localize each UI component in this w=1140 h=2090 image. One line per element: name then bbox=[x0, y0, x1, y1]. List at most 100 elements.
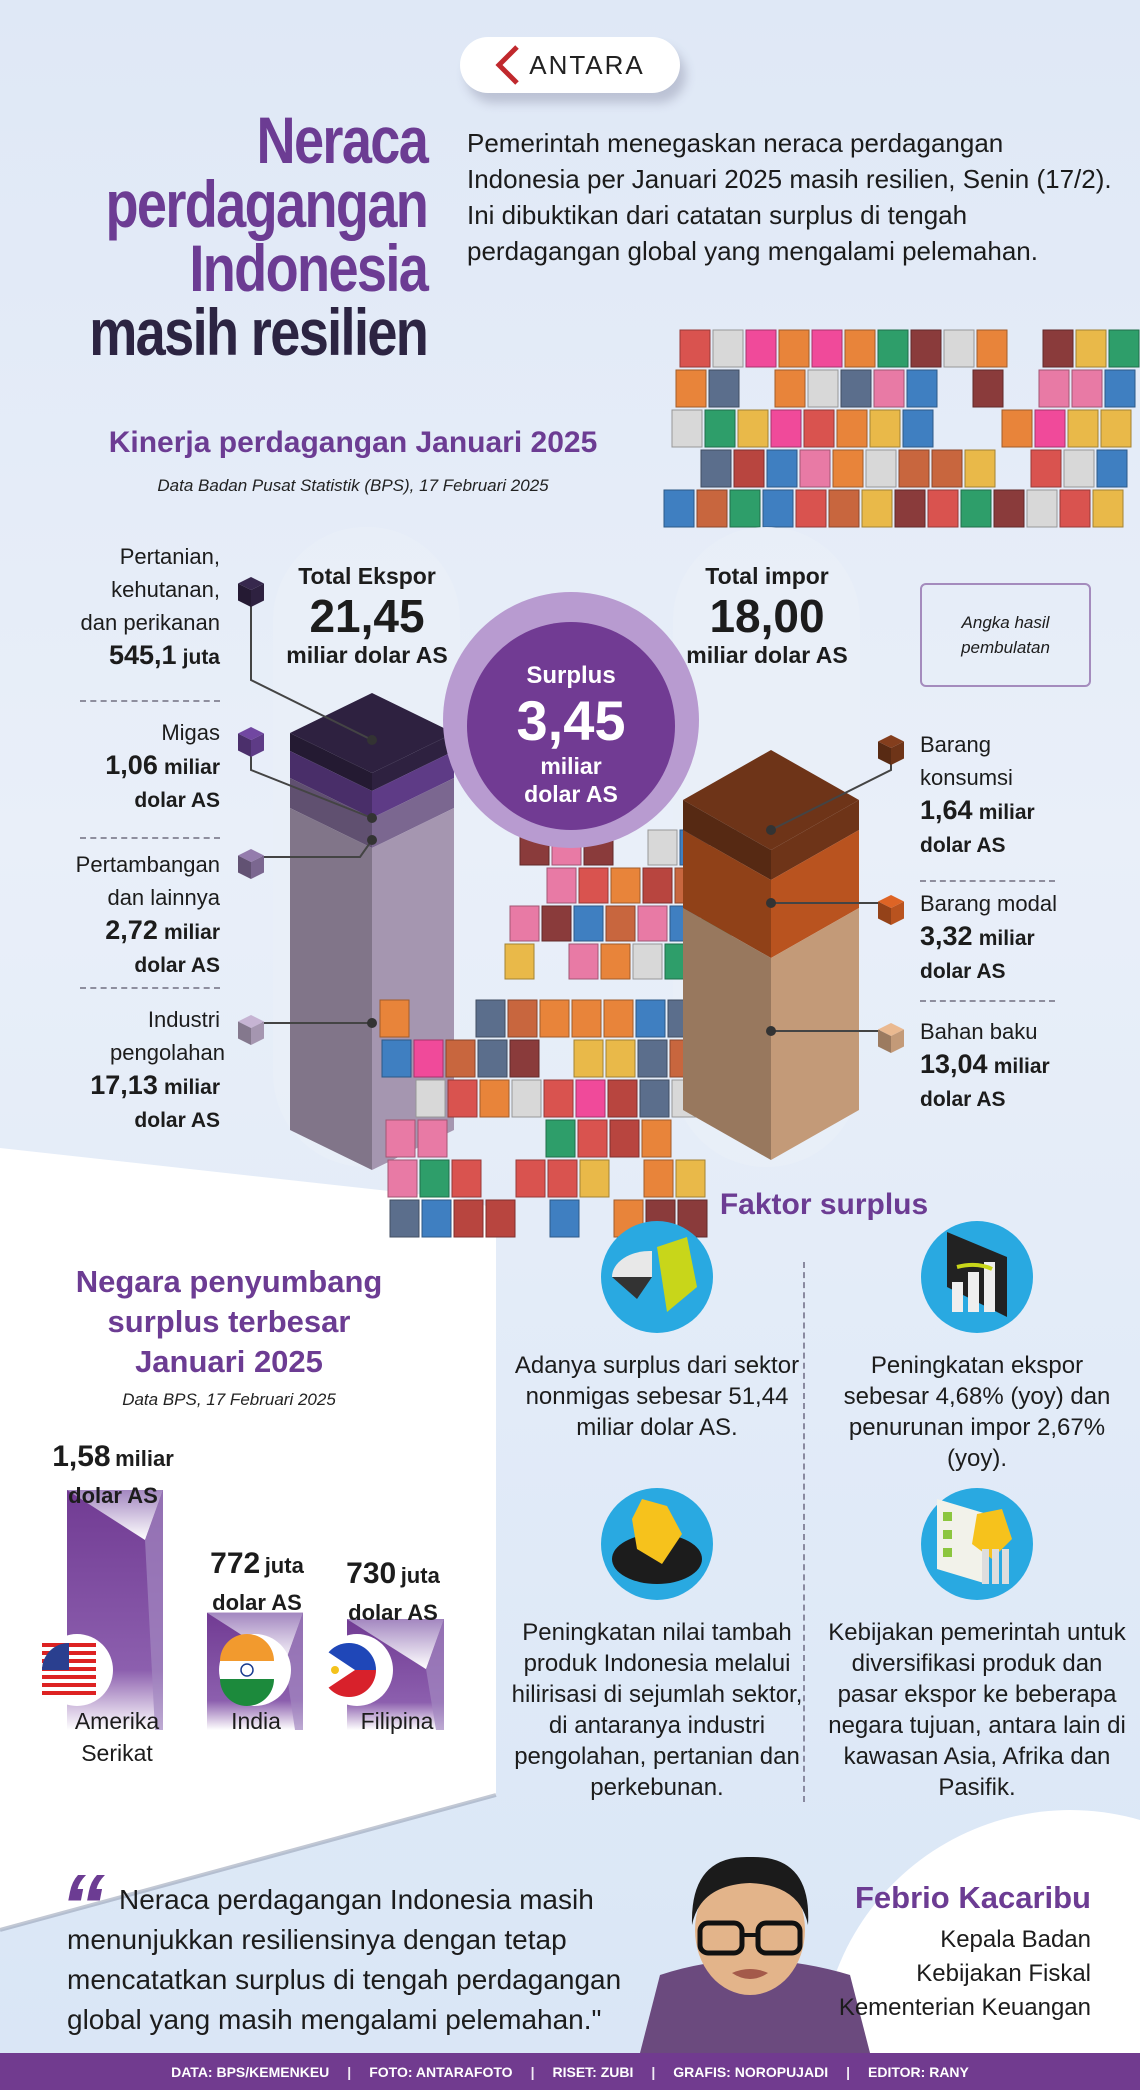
shipping-container bbox=[504, 943, 535, 980]
speaker-role: Kepala Badan Kebijakan Fiskal Kementeria… bbox=[838, 1926, 1091, 2021]
shipping-container bbox=[993, 489, 1025, 528]
shipping-container bbox=[663, 489, 695, 528]
negara-title: Negara penyumbang surplus terbesar Janua… bbox=[75, 1264, 383, 1379]
faktor-title: Faktor surplus bbox=[719, 1188, 929, 1221]
shipping-container bbox=[1038, 369, 1070, 408]
shipping-container bbox=[1030, 449, 1062, 488]
shipping-container bbox=[828, 489, 860, 528]
shipping-container bbox=[675, 369, 707, 408]
shipping-container bbox=[647, 829, 678, 866]
speaker-name: Febrio Kacaribu bbox=[855, 1880, 1091, 1915]
shipping-container bbox=[1092, 489, 1124, 528]
shipping-container bbox=[541, 905, 572, 942]
shipping-container bbox=[696, 489, 728, 528]
shipping-container bbox=[1034, 409, 1066, 448]
shipping-container bbox=[1108, 329, 1140, 368]
shipping-container bbox=[704, 409, 736, 448]
shipping-container bbox=[1100, 409, 1132, 448]
container-stack-middle bbox=[379, 829, 742, 1238]
shipping-container bbox=[1001, 409, 1033, 448]
shipping-container bbox=[445, 1039, 476, 1078]
shipping-container bbox=[413, 1039, 444, 1078]
total-ekspor: Total Ekspor 21,45 miliar dolar AS bbox=[286, 563, 448, 668]
shipping-container bbox=[477, 1039, 508, 1078]
bar-segment-right bbox=[372, 733, 454, 791]
shipping-container bbox=[960, 489, 992, 528]
shipping-container bbox=[600, 943, 631, 980]
bar-segment-left bbox=[290, 808, 372, 1170]
india-flag-icon bbox=[220, 1634, 274, 1706]
shipping-container bbox=[571, 999, 602, 1038]
shipping-container bbox=[762, 489, 794, 528]
shipping-container bbox=[906, 369, 938, 408]
divider bbox=[920, 1000, 1055, 1002]
bar-chart-icon bbox=[921, 1221, 1033, 1333]
shipping-container bbox=[943, 329, 975, 368]
shipping-container bbox=[475, 999, 506, 1038]
label-india: India bbox=[231, 1708, 281, 1734]
shipping-container bbox=[737, 409, 769, 448]
shipping-container bbox=[679, 329, 711, 368]
bar-segment-right bbox=[771, 800, 859, 880]
shipping-container bbox=[609, 1119, 640, 1158]
ekspor-item-pertambangan: Pertambangan dan lainnya 2,72 miliar dol… bbox=[75, 852, 220, 977]
rounding-note: Angka hasil pembulatan bbox=[920, 583, 1091, 687]
shipping-container bbox=[607, 1079, 638, 1118]
shipping-container bbox=[543, 1079, 574, 1118]
country-bar-facet bbox=[347, 1619, 444, 1670]
faktor-text-3: Peningkatan nilai tambah produk Indonesi… bbox=[511, 1619, 803, 1801]
country-bars bbox=[41, 1490, 444, 1730]
shipping-container bbox=[419, 1159, 450, 1198]
shipping-container bbox=[509, 1039, 540, 1078]
bar-segment-left bbox=[290, 733, 372, 791]
shipping-container bbox=[729, 489, 761, 528]
bar-segment-left bbox=[683, 908, 771, 1160]
shipping-container bbox=[964, 449, 996, 488]
shipping-container bbox=[515, 1159, 546, 1198]
shipping-container bbox=[573, 905, 604, 942]
shipping-container bbox=[641, 1119, 672, 1158]
container-stack-top bbox=[663, 329, 1140, 528]
pie-chart-icon bbox=[601, 1221, 713, 1333]
shipping-container bbox=[865, 449, 897, 488]
shipping-container bbox=[770, 409, 802, 448]
shipping-container bbox=[1026, 489, 1058, 528]
antara-logo: ANTARA bbox=[460, 37, 680, 93]
credits-footer: DATA: BPS/KEMENKEU | FOTO: ANTARAFOTO | RI… bbox=[0, 2053, 1140, 2090]
ekspor-item-industri: Industri pengolahan 17,13 miliar dolar A… bbox=[90, 1007, 226, 1132]
faktor-text-1: Adanya surplus dari sektor nonmigas sebe… bbox=[514, 1352, 800, 1441]
divider bbox=[80, 700, 220, 702]
shipping-container bbox=[898, 449, 930, 488]
bar-segment-right bbox=[771, 830, 859, 958]
label-amerika: Amerika Serikat bbox=[74, 1708, 160, 1766]
shipping-container bbox=[902, 409, 934, 448]
connector-pertanian bbox=[250, 600, 373, 741]
shipping-container bbox=[774, 369, 806, 408]
shipping-container bbox=[546, 867, 577, 904]
quote-text: Neraca perdagangan Indonesia masih menun… bbox=[67, 1884, 622, 2035]
divider-vertical bbox=[803, 1262, 805, 1802]
shipping-container bbox=[1096, 449, 1128, 488]
philippines-flag-icon bbox=[322, 1643, 376, 1697]
shipping-container bbox=[447, 1079, 478, 1118]
shipping-container bbox=[637, 1039, 668, 1078]
shipping-container bbox=[836, 409, 868, 448]
connector-migas bbox=[250, 755, 373, 819]
shipping-container bbox=[577, 1119, 608, 1158]
shipping-container bbox=[976, 329, 1008, 368]
faktor-text-4: Kebijakan pemerintah untuk diversifikasi… bbox=[828, 1619, 1126, 1801]
gear-icon bbox=[601, 1488, 713, 1600]
shipping-container bbox=[632, 943, 663, 980]
divider bbox=[80, 987, 220, 989]
shipping-container bbox=[549, 1199, 580, 1238]
shipping-container bbox=[778, 329, 810, 368]
impor-item-konsumsi: Barang konsumsi 1,64 miliar dolar AS bbox=[920, 732, 1035, 857]
shipping-container bbox=[807, 369, 839, 408]
shipping-container bbox=[381, 1039, 412, 1078]
shipping-container bbox=[1071, 369, 1103, 408]
white-circle bbox=[820, 1810, 1140, 2090]
shipping-container bbox=[453, 1199, 484, 1238]
bar-segment-left bbox=[290, 778, 372, 848]
shipping-container bbox=[1104, 369, 1136, 408]
shipping-container bbox=[605, 1039, 636, 1078]
